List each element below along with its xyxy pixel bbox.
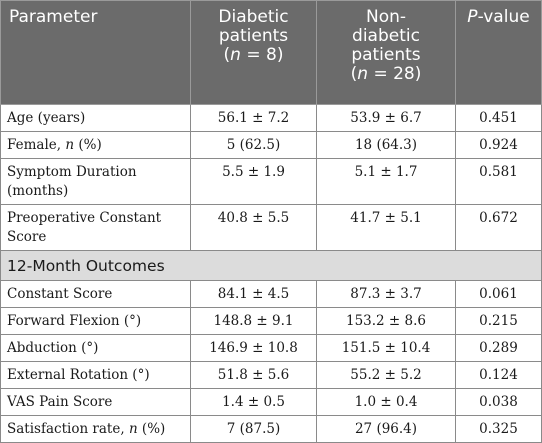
header-nondiabetic-line2: diabetic — [352, 26, 420, 46]
nondiabetic-value: 151.5 ± 10.4 — [316, 334, 456, 362]
row-label: Symptom Duration (months) — [0, 158, 191, 205]
p-value: 0.581 — [455, 158, 542, 205]
header-nondiabetic: Non- diabetic patients (n = 28) — [316, 0, 456, 105]
section-title: 12-Month Outcomes — [0, 250, 542, 281]
diabetic-value: 146.9 ± 10.8 — [190, 334, 317, 362]
row-label: VAS Pain Score — [0, 388, 191, 416]
table-row-symptom-duration: Symptom Duration (months) 5.5 ± 1.9 5.1 ±… — [0, 158, 542, 205]
nondiabetic-value: 55.2 ± 5.2 — [316, 361, 456, 389]
nondiabetic-value: 53.9 ± 6.7 — [316, 104, 456, 132]
header-nondiabetic-line3: patients — [351, 45, 421, 65]
header-pvalue-var: P — [467, 7, 478, 27]
nondiabetic-value: 5.1 ± 1.7 — [316, 158, 456, 205]
row-label: Preoperative Constant Score — [0, 204, 191, 251]
row-label: Satisfaction rate, n (%) — [0, 415, 191, 443]
table-body: Age (years) 56.1 ± 7.2 53.9 ± 6.7 0.451 … — [0, 104, 542, 443]
table-row-female: Female, n (%) 5 (62.5) 18 (64.3) 0.924 — [0, 131, 542, 159]
row-label-post: (%) — [74, 137, 102, 153]
row-label-line1: Preoperative Constant — [7, 210, 162, 226]
p-value: 0.325 — [455, 415, 542, 443]
header-diabetic-n-open: ( — [223, 45, 231, 65]
diabetic-value: 5.5 ± 1.9 — [190, 158, 317, 205]
nondiabetic-value: 41.7 ± 5.1 — [316, 204, 456, 251]
row-label-pre: Female, — [7, 137, 66, 153]
header-diabetic-line1: Diabetic — [218, 7, 289, 27]
p-value: 0.061 — [455, 280, 542, 308]
header-nondiabetic-line1: Non- — [365, 7, 407, 27]
table-row-external-rotation: External Rotation (°) 51.8 ± 5.6 55.2 ± … — [0, 361, 542, 389]
table-row-forward-flexion: Forward Flexion (°) 148.8 ± 9.1 153.2 ± … — [0, 307, 542, 335]
table-row-satisfaction: Satisfaction rate, n (%) 7 (87.5) 27 (96… — [0, 415, 542, 443]
table-row-preop-constant: Preoperative Constant Score 40.8 ± 5.5 41… — [0, 204, 542, 251]
header-diabetic-line2: patients — [218, 26, 289, 46]
diabetic-value: 1.4 ± 0.5 — [190, 388, 317, 416]
row-label-post: (%) — [137, 421, 166, 437]
row-label: External Rotation (°) — [0, 361, 191, 389]
header-row: Parameter Diabetic patients (n = 8) Non-… — [0, 0, 542, 105]
header-parameter: Parameter — [0, 0, 191, 105]
p-value: 0.038 — [455, 388, 542, 416]
nondiabetic-value: 27 (96.4) — [316, 415, 456, 443]
row-label-line2: (months) — [7, 183, 69, 199]
table-header: Parameter Diabetic patients (n = 8) Non-… — [0, 0, 542, 105]
header-pvalue-rest: -value — [477, 7, 530, 27]
row-label: Female, n (%) — [0, 131, 191, 159]
row-label: Constant Score — [0, 280, 191, 308]
row-label-var: n — [65, 137, 75, 153]
diabetic-value: 40.8 ± 5.5 — [190, 204, 317, 251]
p-value: 0.124 — [455, 361, 542, 389]
table-row-abduction: Abduction (°) 146.9 ± 10.8 151.5 ± 10.4 … — [0, 334, 542, 362]
header-diabetic-n-var: n — [230, 45, 241, 65]
header-pvalue: P-value — [455, 0, 542, 105]
header-nondiabetic-n-open: ( — [350, 64, 358, 84]
nondiabetic-value: 153.2 ± 8.6 — [316, 307, 456, 335]
diabetic-value: 5 (62.5) — [190, 131, 317, 159]
header-diabetic-n-rest: = 8) — [240, 45, 284, 65]
table-row-constant-score: Constant Score 84.1 ± 4.5 87.3 ± 3.7 0.0… — [0, 280, 542, 308]
p-value: 0.451 — [455, 104, 542, 132]
p-value: 0.289 — [455, 334, 542, 362]
row-label-pre: Satisfaction rate, — [7, 421, 129, 437]
diabetic-value: 7 (87.5) — [190, 415, 317, 443]
row-label-line2: Score — [7, 229, 47, 245]
p-value: 0.215 — [455, 307, 542, 335]
header-nondiabetic-n-var: n — [357, 64, 369, 84]
row-label-var: n — [128, 421, 138, 437]
diabetic-value: 56.1 ± 7.2 — [190, 104, 317, 132]
header-nondiabetic-n-rest: = 28) — [368, 64, 422, 84]
nondiabetic-value: 18 (64.3) — [316, 131, 456, 159]
diabetic-value: 148.8 ± 9.1 — [190, 307, 317, 335]
section-row: 12-Month Outcomes — [0, 250, 542, 281]
p-value: 0.924 — [455, 131, 542, 159]
row-label: Forward Flexion (°) — [0, 307, 191, 335]
diabetic-value: 51.8 ± 5.6 — [190, 361, 317, 389]
table-row-age: Age (years) 56.1 ± 7.2 53.9 ± 6.7 0.451 — [0, 104, 542, 132]
row-label: Age (years) — [0, 104, 191, 132]
diabetic-value: 84.1 ± 4.5 — [190, 280, 317, 308]
nondiabetic-value: 1.0 ± 0.4 — [316, 388, 456, 416]
header-diabetic: Diabetic patients (n = 8) — [190, 0, 317, 105]
row-label: Abduction (°) — [0, 334, 191, 362]
row-label-line1: Symptom Duration — [7, 164, 137, 180]
p-value: 0.672 — [455, 204, 542, 251]
table-row-vas-pain: VAS Pain Score 1.4 ± 0.5 1.0 ± 0.4 0.038 — [0, 388, 542, 416]
nondiabetic-value: 87.3 ± 3.7 — [316, 280, 456, 308]
